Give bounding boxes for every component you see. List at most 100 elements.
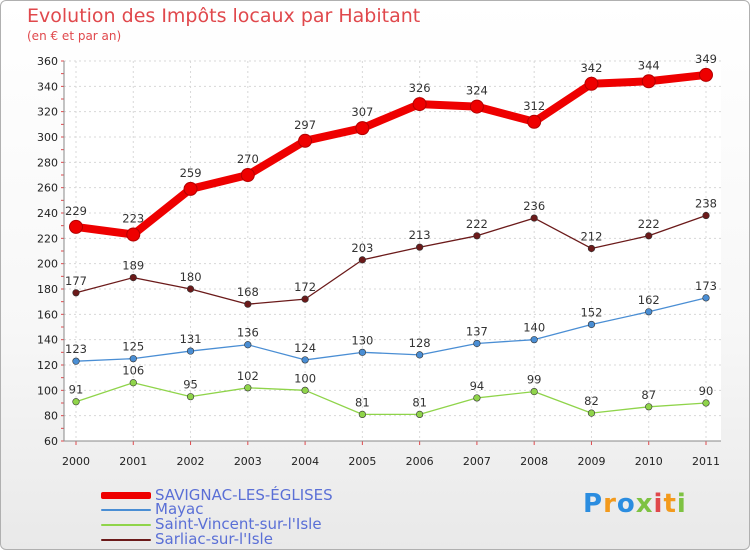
data-point [702,211,710,220]
data-point [702,399,710,407]
data-point [469,99,484,114]
data-point [587,409,596,417]
data-label: 222 [638,217,660,231]
data-point [416,351,424,359]
x-tick-label: 2002 [177,455,205,468]
data-point [416,243,424,251]
data-point [587,244,596,253]
data-label: 90 [699,384,714,398]
logo-letter: i [676,489,687,519]
series-line [75,382,707,416]
data-point [240,168,255,182]
data-point [301,295,309,303]
logo-letter: P [583,489,604,519]
data-label: 136 [237,326,259,340]
x-tick-label: 2007 [463,455,491,468]
legend-label-saint-vincent: Saint-Vincent-sur-l'Isle [155,515,322,533]
y-tick-label: 360 [37,55,58,68]
data-label: 125 [122,340,144,354]
data-point [298,133,313,148]
data-label: 162 [638,293,660,307]
x-tick-label: 2003 [234,455,262,468]
data-label: 91 [69,383,84,397]
data-point [587,320,596,329]
legend-item-sarliac: Sarliac-sur-l'Isle [101,531,431,547]
y-tick-label: 300 [37,131,58,144]
data-point [358,410,366,419]
data-label: 297 [294,118,316,132]
data-point [126,227,141,242]
data-point [129,355,137,363]
data-label: 172 [294,280,316,294]
logo-letter: r [603,489,617,519]
data-label: 326 [409,81,431,95]
series-line [75,297,707,362]
data-point [186,285,195,293]
data-point [641,74,656,89]
data-label: 81 [355,395,370,409]
data-label: 270 [237,152,259,166]
logo-letter: o [616,489,636,519]
data-label: 229 [65,204,87,218]
y-tick-label: 140 [37,334,58,347]
data-point [301,386,309,394]
data-point [473,232,481,240]
data-label: 152 [580,305,602,319]
data-point [186,347,195,355]
y-tick-label: 60 [44,435,58,448]
y-tick-label: 100 [37,384,58,397]
data-label: 173 [695,279,717,293]
data-point [416,410,424,419]
data-point [355,121,370,136]
y-tick-label: 320 [37,106,58,119]
data-label: 124 [294,341,316,355]
x-tick-label: 2010 [635,455,663,468]
logo-letter: i [653,489,664,519]
data-point [72,289,80,297]
x-tick-label: 2006 [406,455,434,468]
legend-item-mayac: Mayac [101,501,431,517]
data-label: 312 [523,99,545,113]
legend-swatch-mayac [101,509,151,511]
data-label: 82 [584,394,599,408]
data-label: 102 [237,369,259,383]
data-label: 94 [470,379,485,393]
data-point [530,214,538,222]
data-point [129,274,137,282]
data-label: 81 [412,395,427,409]
legend-swatch-sarliac [101,539,151,541]
y-tick-label: 120 [37,359,58,372]
data-label: 212 [580,229,602,243]
x-tick-label: 2009 [577,455,605,468]
data-point [186,393,195,401]
data-label: 177 [65,274,87,288]
logo-letter: x [635,489,654,519]
data-label: 342 [580,61,602,75]
legend-swatch-saint-vincent [101,524,151,526]
data-point [473,339,481,348]
data-point [301,356,309,364]
data-point [530,388,538,396]
plot-area [64,61,721,441]
chart-title: Evolution des Impôts locaux par Habitant [27,5,421,27]
y-tick-label: 80 [44,410,58,423]
data-label: 100 [294,371,316,385]
data-label: 95 [183,378,198,392]
data-point [358,348,366,356]
data-label: 87 [641,388,656,402]
data-label: 180 [180,270,202,284]
data-label: 307 [351,105,373,119]
data-label: 223 [122,212,144,226]
y-tick-label: 220 [37,232,58,245]
data-point [699,67,713,82]
data-point [412,97,427,112]
y-tick-label: 340 [37,80,58,93]
data-label: 236 [523,199,545,213]
data-point [473,394,481,402]
data-label: 213 [409,228,431,242]
data-point [244,300,252,308]
data-label: 168 [237,285,259,299]
data-point [702,294,710,302]
y-tick-label: 160 [37,308,58,321]
